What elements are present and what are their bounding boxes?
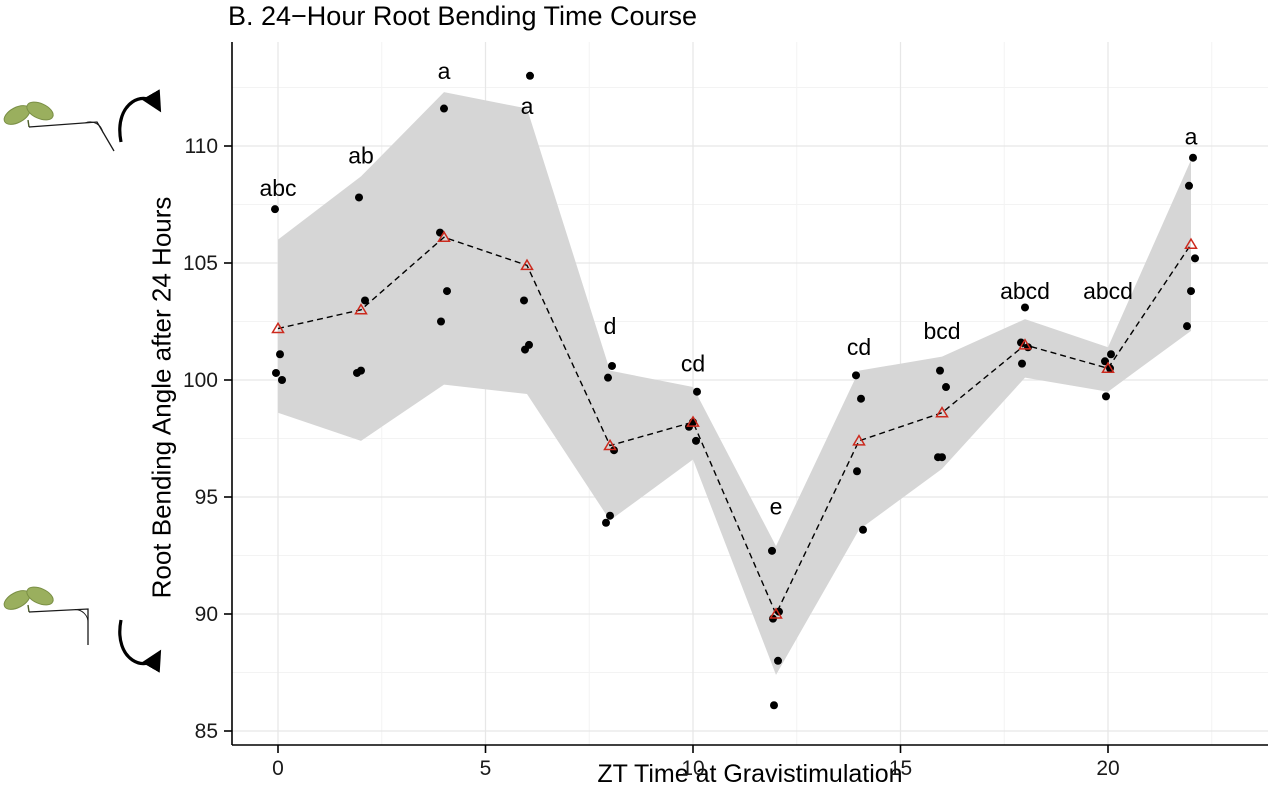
mean-marker: [520, 258, 534, 271]
leaf-icon: [26, 101, 54, 121]
y-tick-label: 95: [195, 486, 218, 509]
data-point: [353, 368, 361, 377]
data-point: [1107, 350, 1115, 359]
x-axis-label: ZT Time at Gravistimulation: [597, 760, 903, 788]
data-point: [520, 296, 528, 305]
mean-marker: [1184, 237, 1198, 250]
data-point: [853, 467, 861, 476]
data-point: [521, 345, 529, 354]
data-point: [276, 350, 284, 359]
data-point: [272, 368, 280, 377]
data-point: [934, 453, 942, 462]
leaf-icon: [26, 586, 54, 606]
data-point: [355, 193, 363, 202]
data-point: [857, 394, 865, 403]
y-tick-label: 85: [195, 720, 218, 743]
data-point: [1183, 322, 1191, 331]
stem: [27, 119, 30, 128]
y-tick-label: 110: [185, 135, 218, 158]
data-point: [1018, 359, 1026, 368]
data-point: [1191, 254, 1199, 263]
mean-line: [277, 236, 1192, 616]
significance-letter: cd: [681, 351, 705, 377]
data-point: [602, 518, 610, 527]
data-point: [693, 387, 701, 396]
mean-marker: [935, 406, 949, 418]
x-tick-label: 5: [480, 757, 492, 780]
seedling-right-angle-icon: [3, 586, 89, 645]
seedling-large-angle-icon: [3, 101, 115, 152]
significance-letter: d: [604, 313, 617, 339]
chart-title: B. 24−Hour Root Bending Time Course: [228, 1, 698, 31]
data-point: [1187, 287, 1195, 296]
significance-letter: ab: [348, 142, 374, 168]
angle-arc: [84, 121, 104, 134]
data-point: [942, 383, 950, 392]
x-tick-label: 10: [681, 757, 704, 780]
significance-letter: abcd: [1083, 278, 1133, 304]
arrow-down-icon: [118, 89, 162, 143]
data-point: [768, 546, 776, 555]
data-point: [526, 71, 534, 80]
stem: [27, 604, 30, 613]
x-tick-label: 15: [889, 757, 912, 780]
data-point: [1185, 181, 1193, 190]
data-point: [608, 361, 616, 370]
mean-marker: [852, 434, 866, 446]
data-point: [606, 511, 614, 520]
data-point: [1021, 303, 1029, 312]
y-tick-label: 90: [195, 603, 218, 626]
mean-marker: [1101, 361, 1115, 374]
data-point: [1017, 338, 1025, 347]
data-point: [443, 287, 451, 296]
x-tick-label: 20: [1096, 757, 1119, 780]
significance-letter: a: [1185, 124, 1198, 150]
arrow-up-icon: [118, 619, 162, 673]
root-line: [28, 121, 115, 152]
significance-letter: bcd: [923, 318, 960, 344]
mean-marker: [1018, 338, 1032, 350]
data-point: [852, 371, 860, 380]
significance-letter: e: [770, 493, 783, 519]
data-point: [859, 525, 867, 534]
mean-marker: [603, 438, 617, 451]
data-point: [361, 296, 369, 305]
mean-marker: [769, 607, 783, 619]
data-point: [1102, 392, 1110, 401]
x-tick-label: 0: [272, 757, 284, 780]
data-point: [692, 436, 700, 445]
data-point: [440, 104, 448, 113]
mean-marker: [437, 230, 451, 243]
significance-letter: abc: [259, 175, 296, 201]
significance-letter: abcd: [1000, 278, 1050, 304]
data-point: [770, 701, 778, 710]
data-point: [1101, 357, 1109, 366]
mean-marker: [354, 303, 368, 315]
y-tick-label: 105: [183, 252, 218, 275]
confidence-ribbon: [278, 92, 1191, 675]
y-tick-label: 100: [183, 369, 218, 392]
mean-marker: [686, 415, 700, 427]
significance-letter: a: [521, 93, 534, 119]
data-point: [437, 317, 445, 326]
data-point: [271, 205, 279, 214]
root-line: [28, 608, 89, 645]
data-point: [774, 656, 782, 665]
data-point: [604, 373, 612, 382]
data-point: [1189, 153, 1197, 162]
significance-letter: cd: [847, 334, 871, 360]
data-point: [936, 366, 944, 375]
data-point: [278, 376, 286, 384]
significance-letter: a: [438, 58, 451, 84]
mean-marker: [271, 321, 285, 334]
angle-arc: [74, 609, 89, 624]
